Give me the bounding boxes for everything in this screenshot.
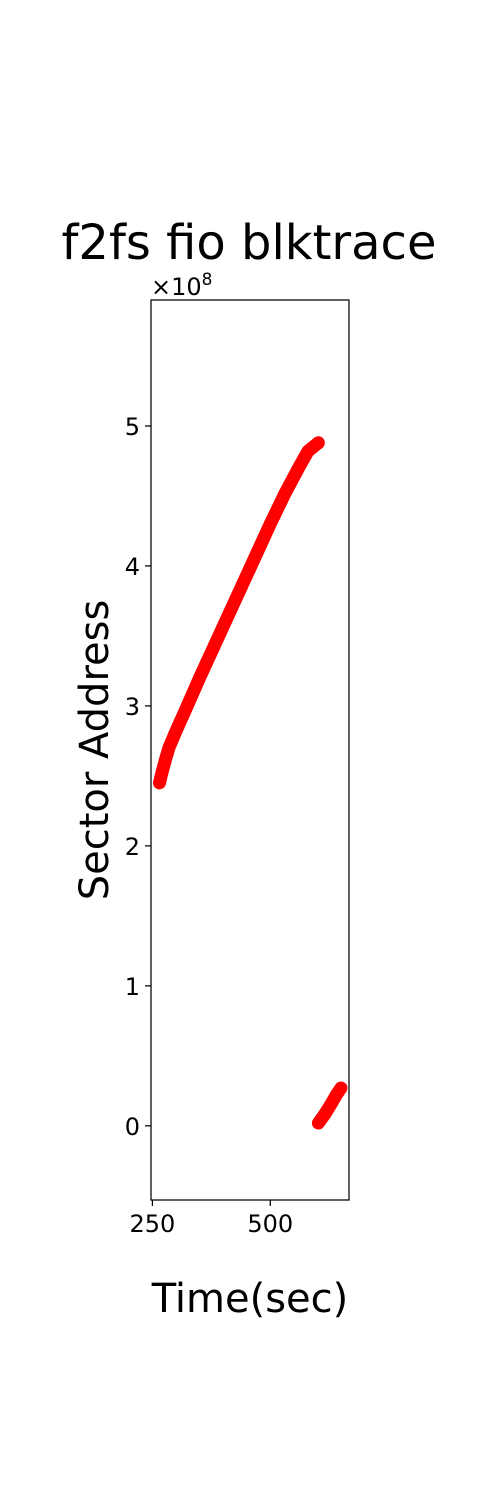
y-tick-label: 1	[125, 973, 140, 1001]
plot-frame	[150, 299, 350, 1201]
y-tick-label: 3	[125, 693, 140, 721]
x-tick-label: 250	[130, 1210, 176, 1238]
x-tick-label: 500	[247, 1210, 293, 1238]
y-tick-label: 4	[125, 553, 140, 581]
series-0-segment-0	[152, 436, 325, 790]
y-axis-label: Sector Address	[72, 600, 118, 901]
x-axis-ticks: 250 500	[130, 1200, 293, 1238]
data-layer	[152, 436, 348, 1130]
y-axis-ticks: 0 1 2 3 4 5	[125, 413, 151, 1141]
y-tick-label: 0	[125, 1113, 140, 1141]
y-tick-label: 2	[125, 833, 140, 861]
y-tick-label: 5	[125, 413, 140, 441]
series-0-segment-1	[311, 1081, 348, 1130]
x-axis-label: Time(sec)	[151, 1276, 349, 1322]
y-multiplier-label: ×108	[151, 270, 212, 301]
chart-title: f2fs fio blktrace	[62, 215, 437, 271]
